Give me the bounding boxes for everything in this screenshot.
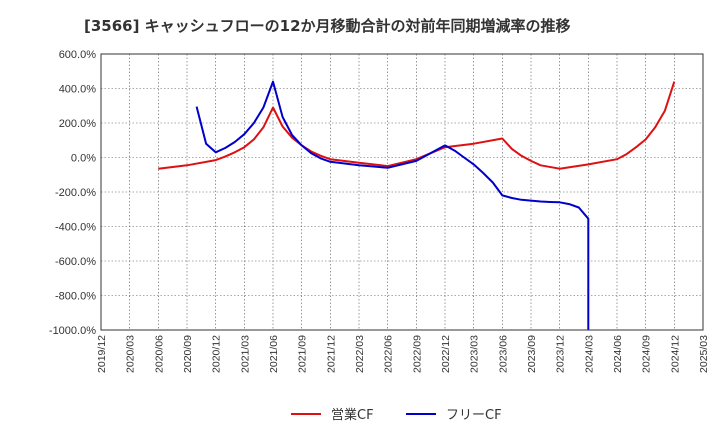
legend-label-1: 営業CF	[331, 407, 374, 423]
x-tick-label: 2022/09	[411, 335, 423, 373]
y-tick-label: -400.0%	[55, 222, 96, 234]
x-tick-label: 2020/06	[153, 335, 165, 373]
x-tick-label: 2021/03	[239, 335, 251, 373]
x-axis-ticks: 2019/12 2020/03 2020/06 2020/09 2020/12 2021/…	[96, 335, 710, 373]
x-tick-label: 2021/09	[297, 335, 309, 373]
legend-label-2: フリーCF	[446, 408, 502, 423]
y-axis-ticks: 600.0% 400.0% 200.0% 0.0% -200.0% -400.0% -600…	[49, 49, 96, 337]
x-tick-label: 2024/09	[641, 335, 653, 373]
y-tick-label: -600.0%	[55, 256, 96, 268]
x-tick-label: 2019/12	[96, 335, 108, 373]
series-lines	[158, 80, 676, 330]
legend: 営業CF フリーCF	[291, 407, 502, 423]
y-tick-label: 0.0%	[71, 153, 96, 165]
y-tick-label: 200.0%	[59, 118, 97, 130]
x-tick-label: 2022/12	[440, 335, 452, 373]
y-tick-label: -1000.0%	[49, 325, 96, 337]
series-line-2	[195, 80, 590, 330]
x-tick-label: 2020/03	[125, 335, 137, 373]
x-tick-label: 2020/09	[182, 335, 194, 373]
x-tick-label: 2023/03	[469, 335, 481, 373]
x-tick-label: 2021/12	[325, 335, 337, 373]
x-tick-label: 2023/06	[497, 335, 509, 373]
x-tick-label: 2023/09	[526, 335, 538, 373]
x-tick-label: 2024/06	[612, 335, 624, 373]
x-tick-label: 2025/03	[698, 335, 710, 373]
series-line-1	[158, 81, 676, 170]
x-tick-label: 2022/06	[383, 335, 395, 373]
x-tick-label: 2022/03	[354, 335, 366, 373]
y-tick-label: -800.0%	[55, 291, 96, 303]
x-tick-label: 2024/12	[669, 335, 681, 373]
x-tick-label: 2023/12	[555, 335, 567, 373]
y-tick-label: 600.0%	[59, 49, 97, 61]
x-tick-label: 2021/06	[268, 335, 280, 373]
x-tick-label: 2020/12	[211, 335, 223, 373]
x-tick-label: 2024/03	[583, 335, 595, 373]
y-tick-label: 400.0%	[59, 84, 97, 96]
chart-title: [3566] キャッシュフローの12か月移動合計の対前年同期増減率の推移	[84, 17, 571, 35]
plot-frame	[100, 53, 704, 331]
grid	[100, 53, 704, 331]
y-tick-label: -200.0%	[55, 187, 96, 199]
